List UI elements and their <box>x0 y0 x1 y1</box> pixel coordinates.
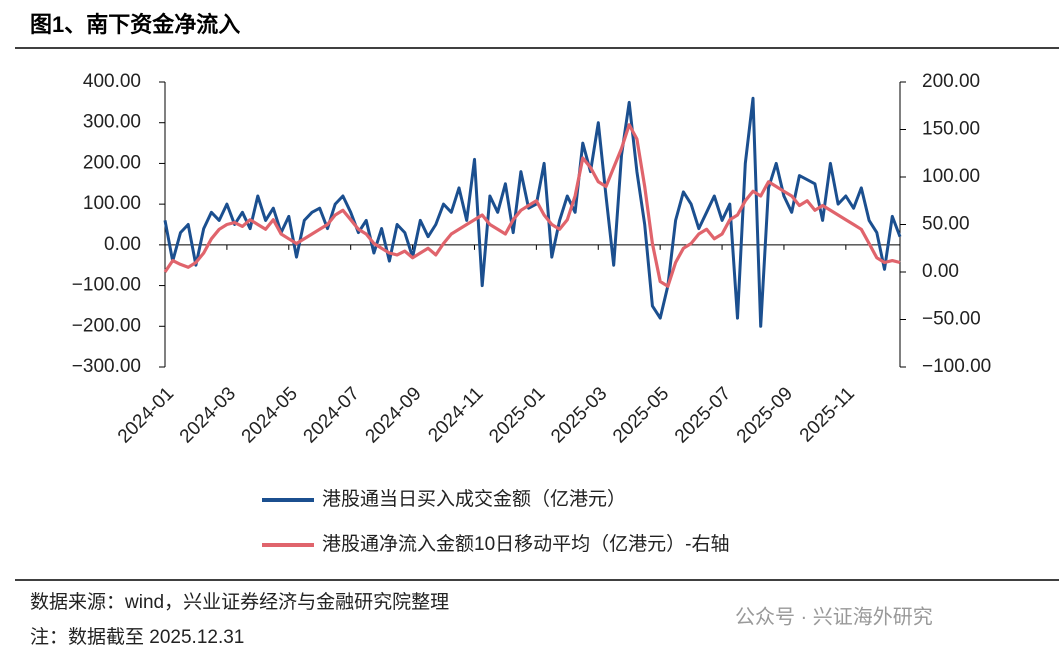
x-tick-label: 2024-07 <box>300 383 364 447</box>
y-tick-label: 100.00 <box>83 193 141 214</box>
y2-tick-label: 150.00 <box>922 119 980 140</box>
chart: −300.00 −200.00 −100.00 0.00 100.00 200.00 300… <box>72 71 991 555</box>
y-tick-label: 0.00 <box>104 234 141 255</box>
y2-tick-label: −100.00 <box>922 356 991 377</box>
y2-tick-label: 100.00 <box>922 166 980 187</box>
series-line <box>163 123 901 288</box>
x-tick-label: 2025-11 <box>796 383 859 446</box>
x-tick-label: 2024-09 <box>362 383 426 447</box>
series-line <box>163 96 902 328</box>
y-tick-label: 300.00 <box>83 112 141 133</box>
x-tick-label: 2025-05 <box>609 383 673 447</box>
source-note: 数据来源：wind，兴业证券经济与金融研究院整理 <box>30 591 449 613</box>
x-tick-label: 2025-01 <box>485 383 549 447</box>
legend-label: 港股通当日买入成交金额（亿港元） <box>322 488 626 510</box>
y-tick-label: 200.00 <box>83 152 141 173</box>
x-tick-label: 2024-11 <box>424 383 487 446</box>
y2-tick-label: 50.00 <box>922 214 970 235</box>
y2-tick-label: −50.00 <box>922 309 981 330</box>
y-tick-label: −200.00 <box>72 315 141 336</box>
y2-tick-label: 200.00 <box>922 71 980 92</box>
date-note: 注：数据截至 2025.12.31 <box>30 626 244 648</box>
page-title: 图1、南下资金净流入 <box>30 12 240 37</box>
y-tick-label: −100.00 <box>72 275 141 296</box>
legend-label: 港股通净流入金额10日移动平均（亿港元）-右轴 <box>322 533 729 555</box>
x-tick-label: 2024-03 <box>176 383 240 447</box>
y-tick-label: −300.00 <box>72 356 141 377</box>
watermark: 公众号 · 兴证海外研究 <box>735 605 933 628</box>
x-tick-label: 2025-07 <box>671 383 735 447</box>
y2-tick-label: 0.00 <box>922 261 959 282</box>
y-tick-label: 400.00 <box>83 71 141 92</box>
x-tick-label: 2025-09 <box>733 383 797 447</box>
x-tick-label: 2025-03 <box>547 383 611 447</box>
x-tick-label: 2024-01 <box>114 383 178 447</box>
x-tick-label: 2024-05 <box>238 383 302 447</box>
